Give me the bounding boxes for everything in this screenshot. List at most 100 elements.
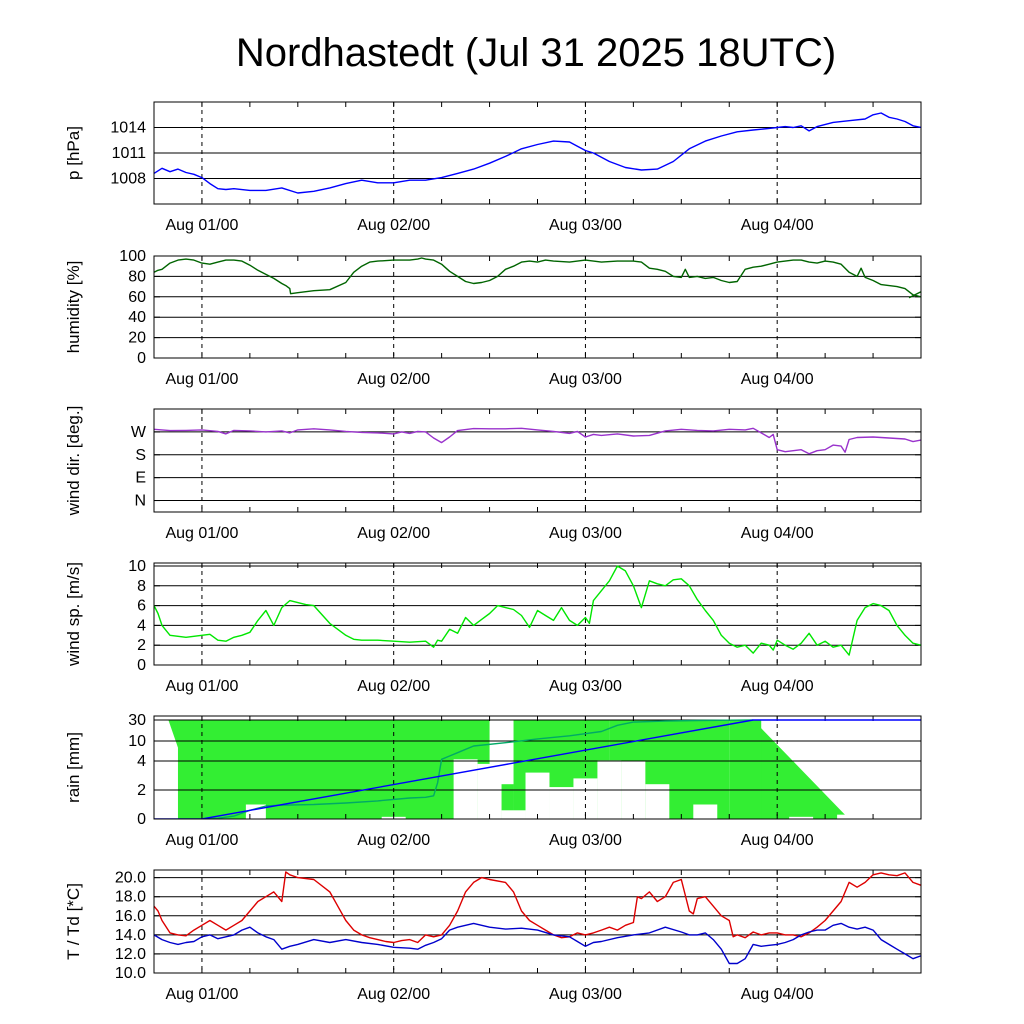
y-tick-label: 30 — [128, 712, 146, 729]
panel-frame — [153, 562, 922, 666]
series-line-1 — [154, 719, 921, 819]
series-group — [154, 257, 921, 299]
panel-frame — [153, 408, 922, 513]
rain-wedge-right — [753, 720, 850, 819]
y-tick-label: 2 — [137, 637, 146, 654]
y-axis-label: rain [mm] — [64, 732, 83, 803]
x-tick-label: Aug 02/00 — [357, 371, 430, 388]
rain-gap-13 — [837, 814, 862, 819]
x-tick-label: Aug 03/00 — [549, 217, 622, 234]
y-tick-label: 10 — [128, 733, 146, 750]
x-tick-label: Aug 01/00 — [165, 986, 238, 1003]
x-tick-label: Aug 03/00 — [549, 986, 622, 1003]
y-tick-label: 4 — [137, 753, 146, 770]
panel-rain: 0 2 4 10 30 rain [mm] Aug 01/00 Aug 02/00 Aug 03… — [64, 712, 922, 849]
series-group — [154, 427, 921, 455]
y-tick-label: 4 — [137, 617, 146, 634]
y-tick-label: 6 — [137, 598, 146, 615]
panel-pressure: 1008 1011 1014 p [hPa] Aug 01/00 Aug 02/00 Aug… — [64, 101, 922, 234]
panel-wind-speed: 0 2 4 6 8 10 wind sp. [m/s] Aug 01/00 Aug 02/00 A… — [64, 558, 922, 695]
x-tick-label: Aug 03/00 — [549, 832, 622, 849]
x-tick-label: Aug 01/00 — [165, 525, 238, 542]
rain-bars — [168, 720, 862, 819]
y-tick-label: 20 — [128, 330, 146, 347]
y-tick-label: 0 — [137, 350, 146, 367]
y-tick-label: 1011 — [112, 145, 147, 162]
panel-temperature: 10.0 12.0 14.0 16.0 18.0 20.0 T / Td [*C] Aug 0… — [64, 869, 922, 1003]
y-tick-label: 14.0 — [115, 927, 146, 944]
x-tick-label: Aug 03/00 — [549, 678, 622, 695]
y-tick-label: 10 — [128, 558, 146, 575]
series-line-0 — [154, 427, 921, 455]
y-tick-label: 12.0 — [115, 946, 146, 963]
rain-bar-4 — [729, 720, 762, 819]
y-tick-label: 16.0 — [115, 908, 146, 925]
y-tick-label: 80 — [128, 268, 146, 285]
y-tick-label: W — [131, 424, 147, 441]
y-tick-label: 0 — [137, 657, 146, 674]
y-tick-label: 100 — [119, 248, 146, 265]
rain-gap-2 — [453, 759, 478, 819]
y-tick-label: 1014 — [110, 120, 146, 137]
rain-gap-11 — [693, 804, 718, 819]
x-tick-label: Aug 04/00 — [741, 832, 814, 849]
y-tick-label: S — [135, 447, 146, 464]
y-tick-label: 1008 — [110, 171, 146, 188]
x-tick-label: Aug 01/00 — [165, 217, 238, 234]
y-tick-label: 40 — [128, 309, 146, 326]
x-tick-label: Aug 04/00 — [741, 217, 814, 234]
y-tick-label: N — [134, 493, 146, 510]
series-group — [154, 112, 921, 194]
x-tick-label: Aug 02/00 — [357, 832, 430, 849]
series-line-0 — [201, 719, 754, 819]
rain-gap-10 — [645, 784, 670, 819]
y-tick-label: 2 — [137, 782, 146, 799]
series-line-0 — [154, 257, 921, 298]
y-tick-label: 18.0 — [115, 889, 146, 906]
series-line-1 — [908, 291, 921, 299]
series-group — [154, 719, 921, 819]
x-tick-label: Aug 01/00 — [165, 678, 238, 695]
rain-gap-6 — [549, 787, 574, 819]
series-line-0 — [154, 565, 921, 656]
series-line-0 — [154, 871, 921, 944]
x-tick-label: Aug 03/00 — [549, 525, 622, 542]
x-tick-label: Aug 02/00 — [357, 217, 430, 234]
x-tick-label: Aug 01/00 — [165, 371, 238, 388]
x-tick-label: Aug 04/00 — [741, 525, 814, 542]
x-tick-label: Aug 03/00 — [549, 371, 622, 388]
y-axis-label: wind sp. [m/s] — [64, 562, 83, 667]
y-tick-label: 10.0 — [115, 965, 146, 982]
series-group — [154, 565, 921, 656]
y-tick-label: 20.0 — [115, 870, 146, 887]
rain-bar-0 — [177, 720, 490, 819]
x-tick-label: Aug 04/00 — [741, 678, 814, 695]
series-line-1 — [154, 922, 921, 965]
x-tick-label: Aug 04/00 — [741, 986, 814, 1003]
y-tick-label: 60 — [128, 289, 146, 306]
y-tick-label: 0 — [137, 811, 146, 828]
x-tick-label: Aug 01/00 — [165, 832, 238, 849]
x-tick-label: Aug 02/00 — [357, 678, 430, 695]
panel-humidity: 0 20 40 60 80 100 humidity [%] Aug 01/00 Aug 02/… — [64, 248, 922, 388]
series-group — [154, 871, 921, 965]
rain-gap-4 — [501, 810, 526, 819]
chart-title: Nordhastedt (Jul 31 2025 18UTC) — [236, 31, 836, 75]
y-tick-label: 8 — [137, 578, 146, 595]
panel-frame — [153, 715, 922, 820]
y-axis-label: p [hPa] — [64, 126, 83, 180]
y-axis-label: T / Td [*C] — [64, 883, 83, 960]
panel-frame — [153, 101, 922, 205]
rain-gap-5 — [525, 772, 550, 819]
y-axis-label: wind dir. [deg.] — [64, 406, 83, 517]
panel-frame — [153, 255, 922, 359]
y-tick-label: E — [135, 470, 146, 487]
y-axis-label: humidity [%] — [64, 261, 83, 354]
rain-gap-12 — [789, 816, 814, 819]
x-tick-label: Aug 02/00 — [357, 525, 430, 542]
x-tick-label: Aug 02/00 — [357, 986, 430, 1003]
series-line-0 — [154, 112, 921, 194]
